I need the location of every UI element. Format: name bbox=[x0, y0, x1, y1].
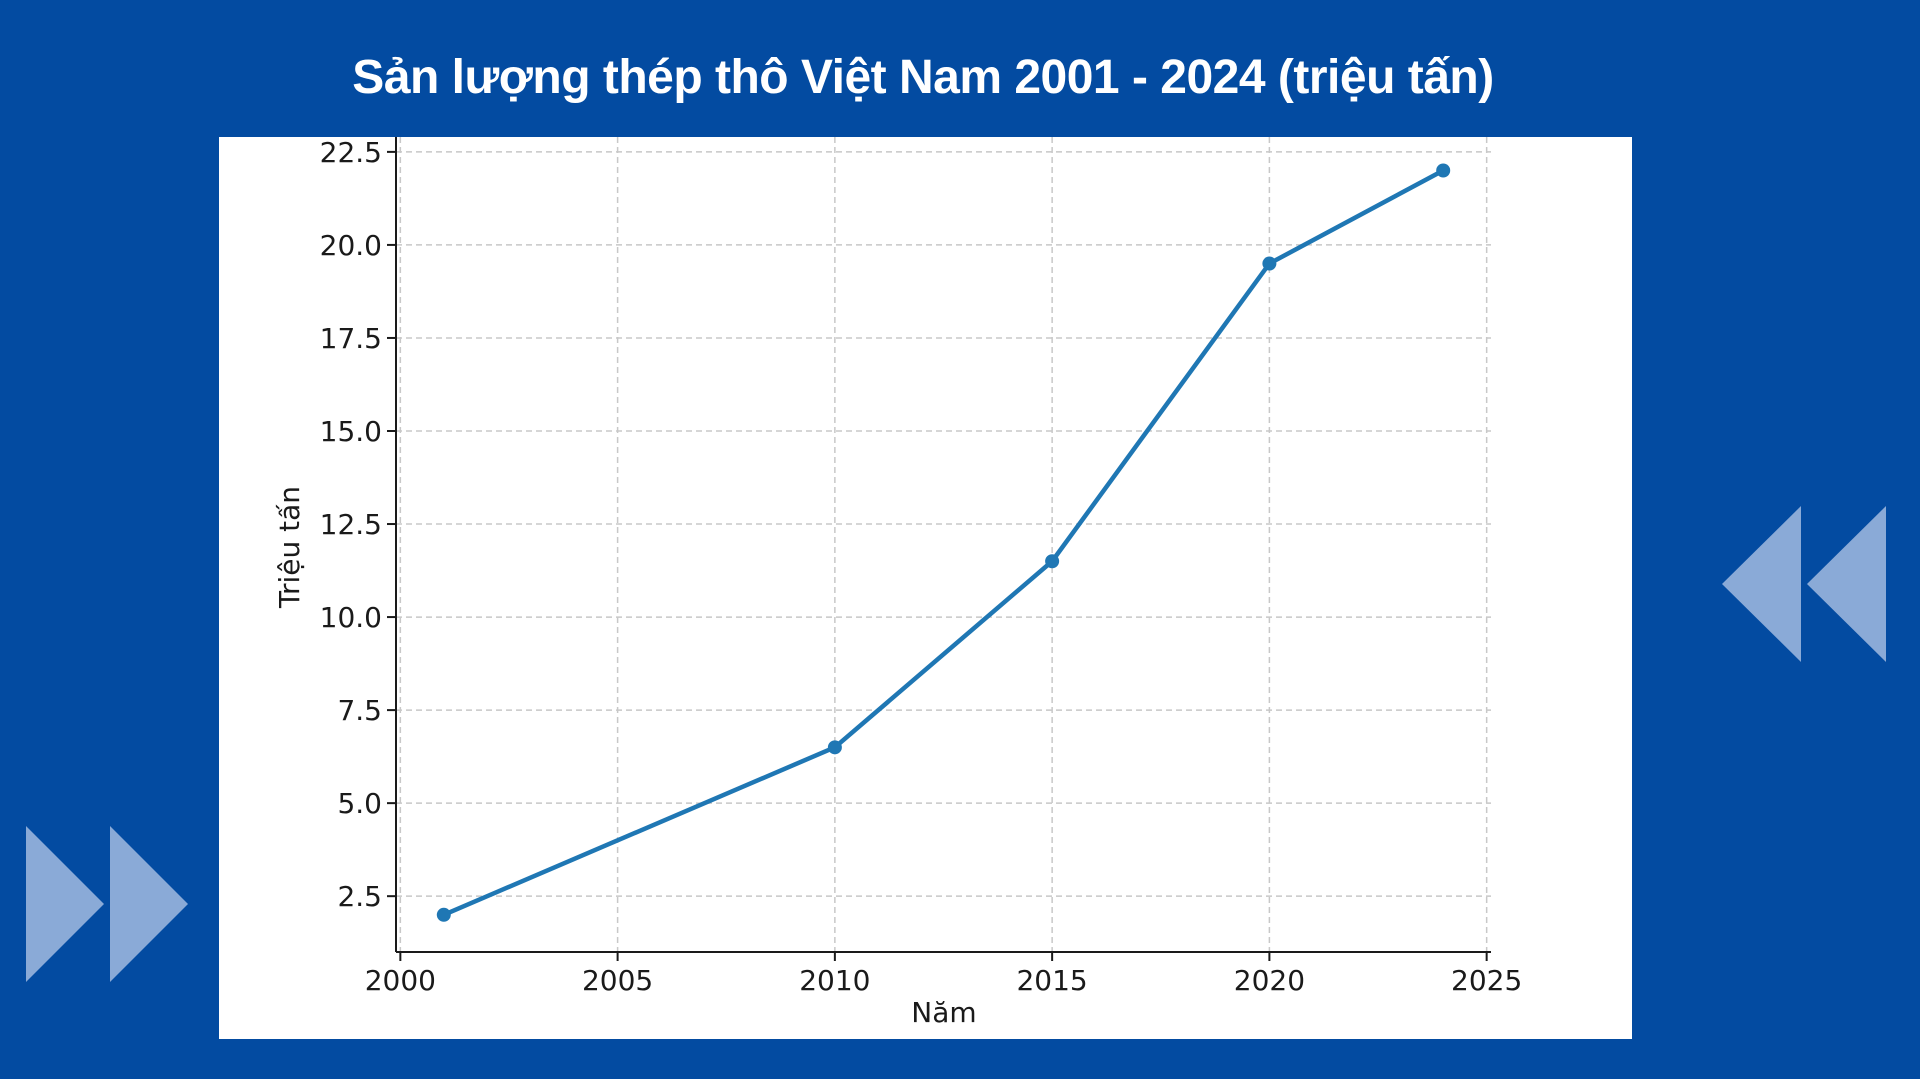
x-tick-label: 2020 bbox=[1234, 964, 1305, 997]
chart-panel: 2000 2005 2010 2015 2020 2025 2.5 5.0 7.5 10.0 12.… bbox=[219, 137, 1632, 1039]
x-tick-label: 2025 bbox=[1451, 964, 1522, 997]
data-point bbox=[827, 740, 842, 755]
page-title: Sản lượng thép thô Việt Nam 2001 - 2024 … bbox=[352, 51, 1494, 104]
fast-forward-arrows-icon bbox=[26, 826, 188, 982]
series-line bbox=[441, 168, 1446, 918]
y-tick-label: 20.0 bbox=[320, 229, 382, 262]
y-tick-label: 5.0 bbox=[337, 787, 382, 820]
line-chart: 2000 2005 2010 2015 2020 2025 2.5 5.0 7.5 10.0 12.… bbox=[273, 137, 1523, 1029]
axes-layer bbox=[395, 137, 1491, 953]
y-tick-label: 15.0 bbox=[320, 415, 382, 448]
data-point bbox=[1045, 554, 1060, 569]
x-tick-label: 2015 bbox=[1016, 964, 1087, 997]
y-tick-label: 7.5 bbox=[337, 694, 382, 727]
y-tick-label: 12.5 bbox=[320, 508, 382, 541]
x-tick-label: 2010 bbox=[799, 964, 870, 997]
series-layer bbox=[436, 163, 1451, 922]
grid-layer bbox=[396, 137, 1491, 952]
y-tick-label: 22.5 bbox=[320, 137, 382, 169]
rewind-arrows-icon bbox=[1722, 506, 1886, 662]
x-tick-label: 2000 bbox=[365, 964, 436, 997]
y-tick-label: 17.5 bbox=[320, 322, 382, 355]
ticks-layer: 2000 2005 2010 2015 2020 2025 2.5 5.0 7.5 10.0 12.… bbox=[320, 137, 1523, 997]
y-tick-label: 10.0 bbox=[320, 601, 382, 634]
x-axis-label: Năm bbox=[911, 996, 976, 1029]
x-tick-label: 2005 bbox=[582, 964, 653, 997]
data-point bbox=[436, 907, 451, 922]
y-axis-label: Triệu tấn bbox=[273, 486, 306, 609]
data-point bbox=[1262, 256, 1277, 271]
y-tick-label: 2.5 bbox=[337, 880, 382, 913]
data-point bbox=[1436, 163, 1451, 178]
